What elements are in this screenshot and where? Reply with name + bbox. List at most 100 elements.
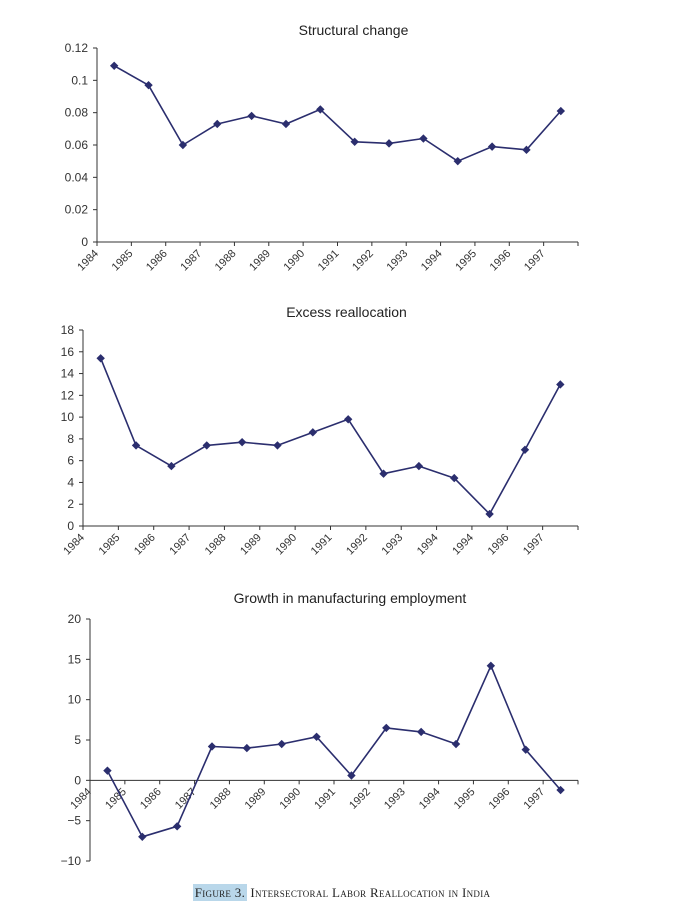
x-tick-label: 1995	[452, 786, 478, 812]
y-tick-label: 0.08	[65, 106, 89, 120]
data-point	[416, 727, 426, 737]
x-tick-label: 1990	[277, 786, 303, 812]
chart-title: Growth in manufacturing employment	[234, 590, 467, 606]
x-tick-label: 1993	[385, 248, 411, 274]
y-tick-label: 0	[81, 235, 88, 249]
y-tick-label: 2	[67, 497, 74, 511]
data-point	[242, 743, 252, 753]
x-tick-label: 1988	[203, 532, 229, 558]
y-tick-label: 4	[67, 475, 74, 489]
data-point	[202, 441, 211, 450]
y-tick-label: 6	[67, 454, 74, 468]
x-tick-label: 1985	[110, 248, 136, 274]
x-tick-label: 1986	[132, 532, 158, 558]
data-point	[451, 739, 461, 749]
data-point	[556, 106, 566, 116]
x-tick-label: 1997	[522, 248, 548, 274]
y-tick-label: 0	[67, 519, 74, 533]
series-line	[106, 664, 562, 838]
y-tick-label: 0.02	[65, 203, 89, 217]
data-point	[131, 441, 141, 450]
y-tick-label: −10	[61, 854, 82, 868]
y-tick-label: 0.12	[65, 41, 89, 55]
chart-title: Structural change	[299, 22, 409, 38]
data-point	[277, 739, 286, 749]
data-point	[247, 111, 256, 121]
x-tick-label: 1986	[144, 248, 170, 274]
x-tick-label: 1987	[167, 532, 193, 558]
x-tick-label: 1991	[312, 786, 338, 812]
data-point	[347, 771, 356, 780]
series-line	[113, 65, 562, 162]
data-point	[178, 140, 188, 150]
x-tick-label: 1987	[178, 248, 204, 274]
y-tick-label: 10	[61, 410, 75, 424]
data-point	[172, 822, 182, 831]
y-tick-label: 18	[61, 323, 75, 337]
data-point	[343, 415, 353, 424]
data-point	[281, 119, 291, 129]
chart-manufacturing-employment-growth: Growth in manufacturing employment −10 −5 0…	[61, 590, 579, 868]
data-point	[308, 428, 318, 437]
data-point	[273, 441, 282, 450]
data-point	[138, 832, 147, 841]
x-tick-label: 1997	[521, 786, 547, 812]
x-tick-label: 1994	[450, 532, 476, 558]
data-point	[350, 137, 359, 146]
x-tick-label: 1991	[316, 248, 342, 274]
figure: Structural change 0 0.02 0.04 0.06 0.08 0.1 0.1…	[61, 22, 579, 868]
x-tick-label: 1990	[281, 248, 307, 274]
data-point	[167, 461, 176, 471]
data-point	[556, 380, 565, 389]
x-tick-label: 1993	[382, 786, 408, 812]
x-tick-label: 1992	[344, 532, 370, 558]
x-tick-label: 1988	[213, 248, 239, 274]
data-point	[96, 354, 105, 363]
y-tick-label: 15	[68, 652, 82, 666]
x-tick-label: 1989	[243, 786, 269, 812]
data-point	[312, 732, 321, 741]
x-tick-label: 1992	[347, 786, 373, 812]
x-tick-label: 1988	[208, 786, 234, 812]
x-tick-label: 1992	[350, 248, 376, 274]
data-point	[522, 145, 531, 155]
x-tick-label: 1994	[415, 532, 441, 558]
data-point	[486, 661, 496, 670]
x-tick-label: 1985	[103, 786, 129, 812]
data-point	[207, 742, 217, 751]
data-point	[109, 61, 119, 70]
y-tick-label: 12	[61, 388, 75, 402]
x-tick-label: 1984	[61, 532, 87, 558]
series-line	[99, 357, 562, 515]
data-point	[316, 105, 325, 114]
data-point	[485, 509, 494, 519]
data-point	[556, 785, 565, 795]
data-point	[520, 445, 530, 454]
x-tick-label: 1990	[273, 532, 299, 558]
x-tick-label: 1991	[309, 532, 335, 558]
x-tick-label: 1995	[453, 248, 479, 274]
data-point	[384, 139, 394, 148]
y-tick-label: −5	[67, 814, 81, 828]
data-point	[487, 142, 497, 151]
x-tick-label: 1985	[97, 532, 123, 558]
x-tick-label: 1984	[75, 248, 101, 274]
y-tick-label: 10	[68, 693, 82, 707]
chart-title: Excess reallocation	[286, 304, 407, 320]
data-point	[103, 766, 112, 775]
data-point	[450, 473, 459, 483]
data-point	[379, 469, 388, 478]
y-tick-label: 16	[61, 345, 75, 359]
data-point	[453, 156, 462, 166]
y-tick-label: 20	[68, 612, 82, 626]
data-point	[213, 119, 222, 129]
x-tick-label: 1996	[486, 532, 512, 558]
x-tick-label: 1986	[138, 786, 164, 812]
x-tick-label: 1989	[247, 248, 273, 274]
y-tick-label: 0	[74, 773, 81, 787]
chart-structural-change: Structural change 0 0.02 0.04 0.06 0.08 0.1 0.1…	[65, 22, 579, 274]
data-point	[382, 723, 391, 733]
y-tick-label: 8	[67, 432, 74, 446]
x-tick-label: 1996	[487, 786, 513, 812]
data-point	[237, 437, 247, 447]
